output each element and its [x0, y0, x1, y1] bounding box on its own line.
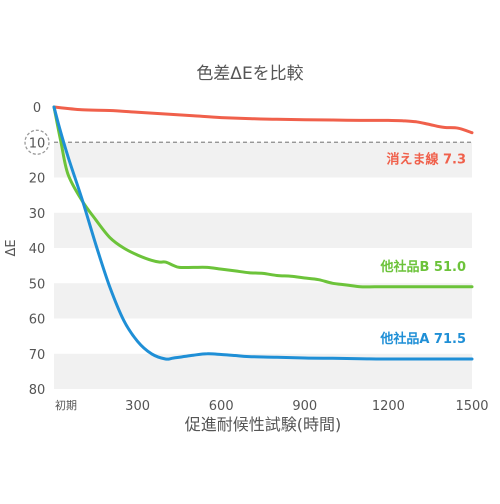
grid-band [54, 142, 472, 178]
grid-band [54, 212, 472, 248]
series-line [52, 105, 474, 289]
y-tick-label: 0 [33, 101, 41, 116]
x-tick-label: 1500 [455, 399, 488, 414]
y-tick-label: 50 [29, 277, 46, 292]
y-tick-label: 40 [29, 242, 46, 257]
chart-title: 色差ΔEを比較 [196, 64, 303, 84]
x-tick-label: 600 [209, 399, 234, 414]
x-tick-label: 1200 [372, 399, 405, 414]
series-labels: 消えま線 7.3 他社品B 51.0 他社品A 71.5 [379, 151, 466, 347]
x-tick-label: 900 [292, 399, 317, 414]
y-tick-label: 70 [29, 348, 46, 363]
y-tick-label: 80 [29, 383, 46, 398]
highlight-circle [24, 129, 50, 155]
series-label: 他社品A 71.5 [379, 331, 466, 347]
series-lines [52, 105, 474, 361]
x-tick-labels: 初期 300 600 900 1200 1500 [55, 398, 489, 414]
y-tick-label: 60 [29, 313, 46, 328]
series-label: 消えま線 7.3 [386, 151, 466, 167]
series-line [52, 105, 474, 361]
y-tick-label: 30 [29, 207, 46, 222]
x-tick-label: 300 [125, 399, 150, 414]
y-tick-label: 10 [29, 136, 46, 151]
series-line [52, 105, 474, 135]
x-axis-label: 促進耐候性試験(時間) [185, 415, 342, 434]
x-tick-label: 初期 [55, 398, 77, 412]
y-tick-labels: 0 10 20 30 40 50 60 70 80 [29, 101, 46, 398]
y-tick-label: 20 [29, 172, 46, 187]
y-axis-label: ΔE [4, 239, 19, 256]
reference-line-group [24, 129, 472, 155]
series-label: 他社品B 51.0 [379, 259, 466, 275]
grid-band [54, 283, 472, 319]
